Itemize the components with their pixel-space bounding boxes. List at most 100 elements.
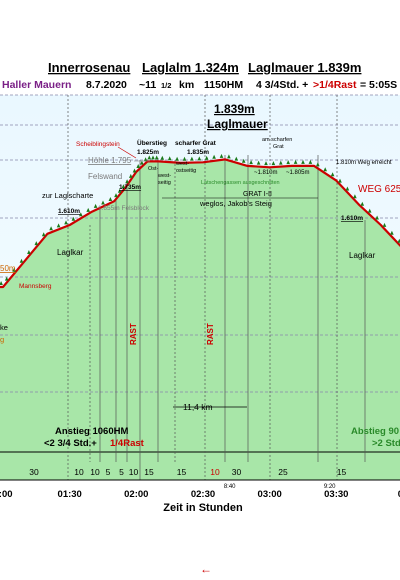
tree-marker	[227, 154, 231, 159]
label-anstieg-1: Anstieg 1060HM	[55, 426, 128, 437]
tree-marker	[101, 200, 105, 205]
label-weglos: weglos, Jakob's Steig	[199, 199, 272, 208]
tree-marker	[93, 203, 98, 208]
segment-minutes-label: 10	[74, 467, 84, 477]
label-am-scharfen-1: am scharfen	[262, 137, 292, 143]
tree-marker	[0, 281, 3, 285]
label-1810-a: ~1.810m	[254, 170, 278, 176]
segment-minutes-label: 15	[144, 467, 154, 477]
segment-minutes-label: 30	[232, 467, 242, 477]
tree-marker	[160, 155, 165, 160]
label-rast-1: RAST	[129, 323, 138, 345]
label-1610-right: 1.610m	[341, 215, 363, 222]
tree-marker	[219, 153, 224, 158]
duration-prefix: 4 3/4Std. +	[256, 79, 308, 91]
tree-marker	[249, 160, 253, 165]
tree-marker	[154, 155, 159, 160]
segment-minutes-label: 15	[177, 467, 187, 477]
label-1805: ~1.805m	[286, 170, 310, 176]
tree-marker	[323, 167, 328, 172]
x-tick-label: 02:00	[124, 489, 148, 500]
summit-name: Laglmauer	[207, 117, 268, 131]
tree-marker	[41, 232, 46, 237]
label-1825: 1.825m	[137, 149, 159, 156]
distance-unit: km	[179, 79, 194, 91]
tree-marker	[197, 156, 202, 161]
x-minor-label: 8:40	[224, 484, 236, 490]
title-laglmauer: Laglmauer 1.839m	[248, 60, 361, 75]
x-tick-label: 04	[398, 489, 400, 500]
tree-marker	[390, 230, 394, 235]
back-arrow-icon[interactable]: ←	[200, 562, 212, 576]
segment-minutes-row: 30 10 10 5 5 10 15 15 10 30 25 15	[29, 467, 346, 477]
x-tick-label: 03:00	[258, 489, 282, 500]
tree-marker	[49, 226, 53, 231]
label-distance-mid: 11,4 km	[183, 402, 213, 412]
tree-marker	[56, 223, 61, 228]
x-tick-label: 03:30	[324, 489, 348, 500]
label-am-scharfen-2: Grat	[273, 144, 284, 150]
tree-marker	[129, 173, 133, 178]
label-laglkar-left: Laglkar	[57, 248, 84, 257]
tree-marker	[136, 164, 140, 168]
tree-marker	[34, 241, 39, 246]
tree-marker	[293, 159, 298, 164]
x-tick-label: 02:30	[191, 489, 215, 500]
label-latschengassen: Latschengassen ausgeschnitten	[201, 180, 280, 186]
tree-marker	[121, 184, 126, 189]
label-abstieg-2: >2 Std	[372, 438, 400, 449]
tree-marker	[375, 215, 379, 220]
tree-marker	[4, 276, 9, 281]
x-tick-label: 01:30	[58, 489, 82, 500]
tree-marker	[286, 160, 291, 165]
elevation-gain: 1150HM	[204, 79, 243, 91]
label-ost-west-3: seitig	[158, 180, 171, 186]
tree-marker	[86, 207, 90, 212]
tree-marker	[301, 159, 305, 164]
title-laglalm: Laglalm 1.324m	[142, 60, 239, 75]
tree-marker	[12, 267, 16, 272]
tree-marker	[143, 157, 148, 162]
tree-marker	[151, 155, 155, 160]
label-west-ost-1: west-	[175, 161, 189, 167]
segment-minutes-label: 5	[119, 467, 124, 477]
tree-marker	[190, 156, 194, 161]
label-west-ost-2: ostseitig	[176, 168, 196, 174]
label-ost-west-2: west-	[157, 173, 171, 179]
label-rast-2: RAST	[206, 323, 215, 345]
x-axis-ticks: 1:00 01:30 02:00 02:30 03:00 03:30 04 8:40 9:20	[0, 484, 400, 500]
label-anstieg-2: <2 3/4 Std.+	[44, 438, 97, 449]
tree-marker	[19, 258, 24, 263]
label-1735: 1.735m	[119, 184, 141, 191]
tree-marker	[241, 158, 246, 163]
tree-marker	[114, 193, 118, 198]
tree-marker	[117, 188, 122, 193]
segment-minutes-label: 5	[106, 467, 111, 477]
tree-marker	[264, 161, 268, 166]
label-ueberstieg: Überstieg	[137, 138, 167, 147]
label-1610-left: 1.610m	[58, 208, 80, 215]
tree-marker	[204, 155, 209, 160]
tree-marker	[360, 201, 365, 206]
tree-marker	[175, 156, 179, 161]
label-1655-felsblock: 1.655m Felsblock	[98, 205, 150, 212]
tree-marker	[147, 155, 152, 160]
tree-marker	[382, 222, 387, 227]
segment-minutes-label: 10	[90, 467, 100, 477]
duration-total: = 5:05S	[360, 79, 397, 91]
label-mannsberg: Mannsberg	[19, 283, 52, 290]
label-zur-laglscharte: zur Laglscharte	[42, 191, 93, 200]
summit-height: 1.839m	[214, 102, 255, 116]
label-abstieg-1: Abstieg 90	[351, 426, 399, 437]
label-grat: GRAT I-II	[243, 191, 272, 198]
tree-marker	[64, 220, 68, 225]
tour-date: 8.7.2020	[86, 79, 127, 91]
segment-minutes-label: 30	[29, 467, 39, 477]
tree-marker	[256, 160, 261, 165]
tree-marker	[308, 159, 313, 164]
duration-rest: >1/4Rast	[313, 79, 357, 91]
label-scheiblingstein: Scheiblingstein	[76, 141, 120, 148]
tree-marker	[397, 238, 400, 243]
